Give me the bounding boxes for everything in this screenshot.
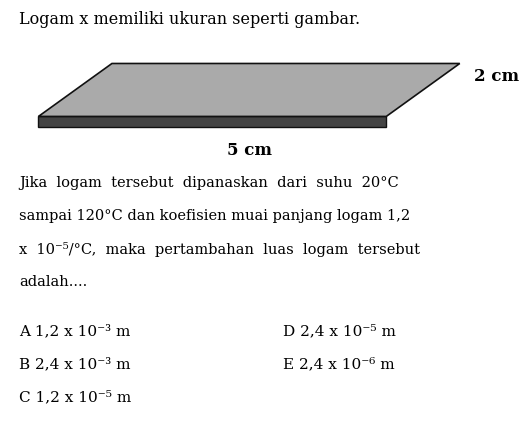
Text: x  10⁻⁵/°C,  maka  pertambahan  luas  logam  tersebut: x 10⁻⁵/°C, maka pertambahan luas logam t… <box>19 242 420 257</box>
Text: adalah....: adalah.... <box>19 275 87 289</box>
Polygon shape <box>38 64 460 117</box>
Text: 5 cm: 5 cm <box>227 142 271 159</box>
Text: sampai 120°C dan koefisien muai panjang logam 1,2: sampai 120°C dan koefisien muai panjang … <box>19 209 410 223</box>
Polygon shape <box>38 117 386 127</box>
Text: C 1,2 x 10⁻⁵ m: C 1,2 x 10⁻⁵ m <box>19 390 131 404</box>
Text: E 2,4 x 10⁻⁶ m: E 2,4 x 10⁻⁶ m <box>284 357 395 371</box>
Text: Logam x memiliki ukuran seperti gambar.: Logam x memiliki ukuran seperti gambar. <box>19 10 360 28</box>
Text: Jika  logam  tersebut  dipanaskan  dari  suhu  20°C: Jika logam tersebut dipanaskan dari suhu… <box>19 176 398 190</box>
Text: B 2,4 x 10⁻³ m: B 2,4 x 10⁻³ m <box>19 357 130 371</box>
Text: 2 cm: 2 cm <box>474 68 520 85</box>
Text: D 2,4 x 10⁻⁵ m: D 2,4 x 10⁻⁵ m <box>284 324 396 338</box>
Text: A 1,2 x 10⁻³ m: A 1,2 x 10⁻³ m <box>19 324 130 338</box>
